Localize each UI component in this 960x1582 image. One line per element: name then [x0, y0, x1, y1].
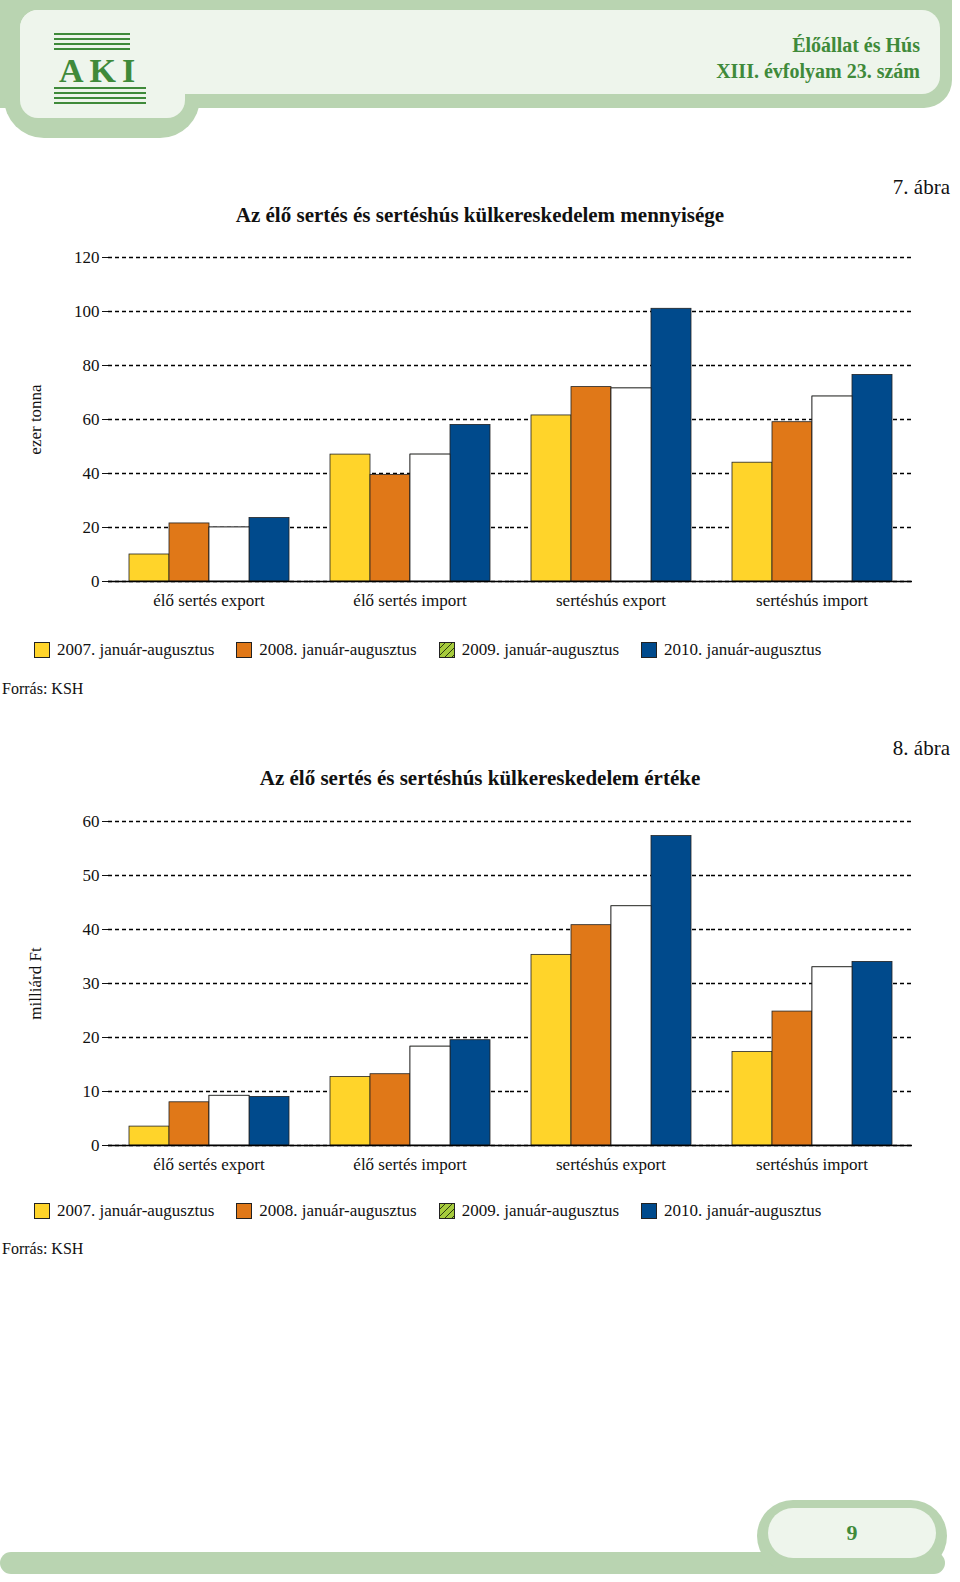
svg-text:0: 0 [91, 572, 100, 591]
html-text:9: 9 [846, 1520, 858, 1545]
svg-text:élő sertés import: élő sertés import [353, 1155, 467, 1174]
svg-text:80: 80 [83, 356, 100, 375]
html-text:8. ábra: 8. ábra [892, 736, 950, 760]
svg-text:sertéshús import: sertéshús import [756, 591, 868, 610]
svg-text:40: 40 [83, 920, 100, 939]
html-text:2008. január-augusztus: 2008. január-augusztus [259, 1201, 417, 1220]
svg-text:élő sertés export: élő sertés export [153, 591, 265, 610]
html-text:Az élő sertés és sertéshús kül: Az élő sertés és sertéshús külkereskedel… [235, 203, 725, 227]
svg-text:0: 0 [91, 1136, 100, 1155]
html-text:Az élő sertés és sertéshús kül: Az élő sertés és sertéshús külkereskedel… [259, 766, 701, 790]
svg-text:20: 20 [83, 1028, 100, 1047]
html-text:2009. január-augusztus: 2009. január-augusztus [461, 1201, 619, 1220]
svg-text:20: 20 [83, 518, 100, 537]
svg-text:sertéshús export: sertéshús export [556, 1155, 666, 1174]
svg-text:100: 100 [74, 302, 100, 321]
svg-text:60: 60 [83, 812, 100, 831]
html-text:Élőállat és Hús: Élőállat és Hús [792, 34, 920, 56]
html-text:Forrás: KSH: Forrás: KSH [2, 1240, 84, 1257]
svg-text:sertéshús import: sertéshús import [756, 1155, 868, 1174]
svg-text:élő sertés export: élő sertés export [153, 1155, 265, 1174]
html-text:Forrás: KSH: Forrás: KSH [2, 680, 84, 697]
svg-text:sertéshús export: sertéshús export [556, 591, 666, 610]
html-text:7. ábra: 7. ábra [892, 175, 950, 199]
svg-text:ezer tonna: ezer tonna [26, 384, 45, 455]
svg-text:10: 10 [83, 1082, 100, 1101]
html-text:2007. január-augusztus: 2007. január-augusztus [57, 640, 215, 659]
svg-text:120: 120 [74, 248, 100, 267]
html-text:2008. január-augusztus: 2008. január-augusztus [259, 640, 417, 659]
svg-text:40: 40 [83, 464, 100, 483]
html-text:2007. január-augusztus: 2007. január-augusztus [57, 1201, 215, 1220]
svg-text:30: 30 [83, 974, 100, 993]
html-text:2009. január-augusztus: 2009. január-augusztus [461, 640, 619, 659]
svg-text:AKI: AKI [59, 52, 141, 89]
svg-text:60: 60 [83, 410, 100, 429]
html-text:2010. január-augusztus: 2010. január-augusztus [664, 640, 822, 659]
svg-text:élő sertés import: élő sertés import [353, 591, 467, 610]
html-text:2010. január-augusztus: 2010. január-augusztus [664, 1201, 822, 1220]
svg-text:50: 50 [83, 866, 100, 885]
svg-text:milliárd Ft: milliárd Ft [26, 947, 45, 1020]
html-text:XIII. évfolyam 23. szám: XIII. évfolyam 23. szám [716, 60, 920, 82]
